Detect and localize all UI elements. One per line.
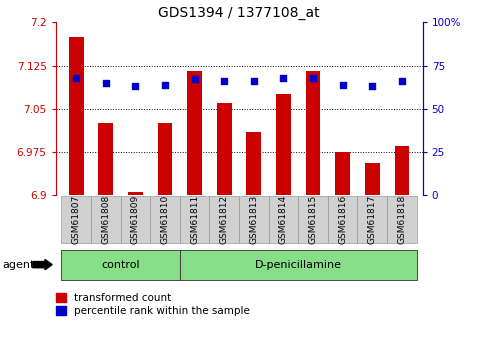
Text: GSM61808: GSM61808	[101, 195, 111, 244]
Point	[161, 82, 169, 87]
Bar	[335, 152, 350, 195]
Point	[220, 78, 228, 84]
Bar	[150, 196, 180, 243]
Bar	[269, 196, 298, 243]
Text: GSM61811: GSM61811	[190, 195, 199, 244]
Point	[339, 82, 347, 87]
Bar	[217, 103, 232, 195]
Text: GSM61812: GSM61812	[220, 195, 229, 244]
Bar	[187, 71, 202, 195]
Bar	[365, 163, 380, 195]
Title: GDS1394 / 1377108_at: GDS1394 / 1377108_at	[158, 6, 320, 20]
Bar	[61, 250, 180, 279]
Point	[72, 75, 80, 80]
Bar	[91, 196, 121, 243]
Text: GSM61818: GSM61818	[398, 195, 406, 244]
Text: GSM61813: GSM61813	[249, 195, 258, 244]
Bar	[357, 196, 387, 243]
Text: D-penicillamine: D-penicillamine	[255, 260, 342, 270]
Bar	[387, 196, 417, 243]
Bar	[69, 37, 84, 195]
Bar	[128, 192, 143, 195]
Text: agent: agent	[2, 260, 35, 269]
Bar	[121, 196, 150, 243]
Text: GSM61815: GSM61815	[309, 195, 318, 244]
Text: GSM61816: GSM61816	[338, 195, 347, 244]
Legend: transformed count, percentile rank within the sample: transformed count, percentile rank withi…	[56, 293, 250, 316]
Point	[280, 75, 287, 80]
Bar	[306, 71, 321, 195]
Bar	[328, 196, 357, 243]
Bar	[239, 196, 269, 243]
Text: GSM61810: GSM61810	[160, 195, 170, 244]
Bar	[246, 132, 261, 195]
Bar	[157, 123, 172, 195]
Text: GSM61807: GSM61807	[72, 195, 81, 244]
Bar	[61, 196, 91, 243]
Point	[250, 78, 258, 84]
Text: GSM61817: GSM61817	[368, 195, 377, 244]
Bar	[99, 123, 114, 195]
Bar	[298, 196, 328, 243]
Point	[102, 80, 110, 86]
Text: GSM61809: GSM61809	[131, 195, 140, 244]
Bar	[276, 94, 291, 195]
Text: control: control	[101, 260, 140, 270]
Point	[398, 78, 406, 84]
Bar	[180, 196, 210, 243]
Bar	[210, 196, 239, 243]
Point	[369, 83, 376, 89]
Point	[309, 75, 317, 80]
Text: GSM61814: GSM61814	[279, 195, 288, 244]
Point	[131, 83, 139, 89]
Bar	[180, 250, 417, 279]
Point	[191, 77, 199, 82]
Bar	[395, 146, 409, 195]
